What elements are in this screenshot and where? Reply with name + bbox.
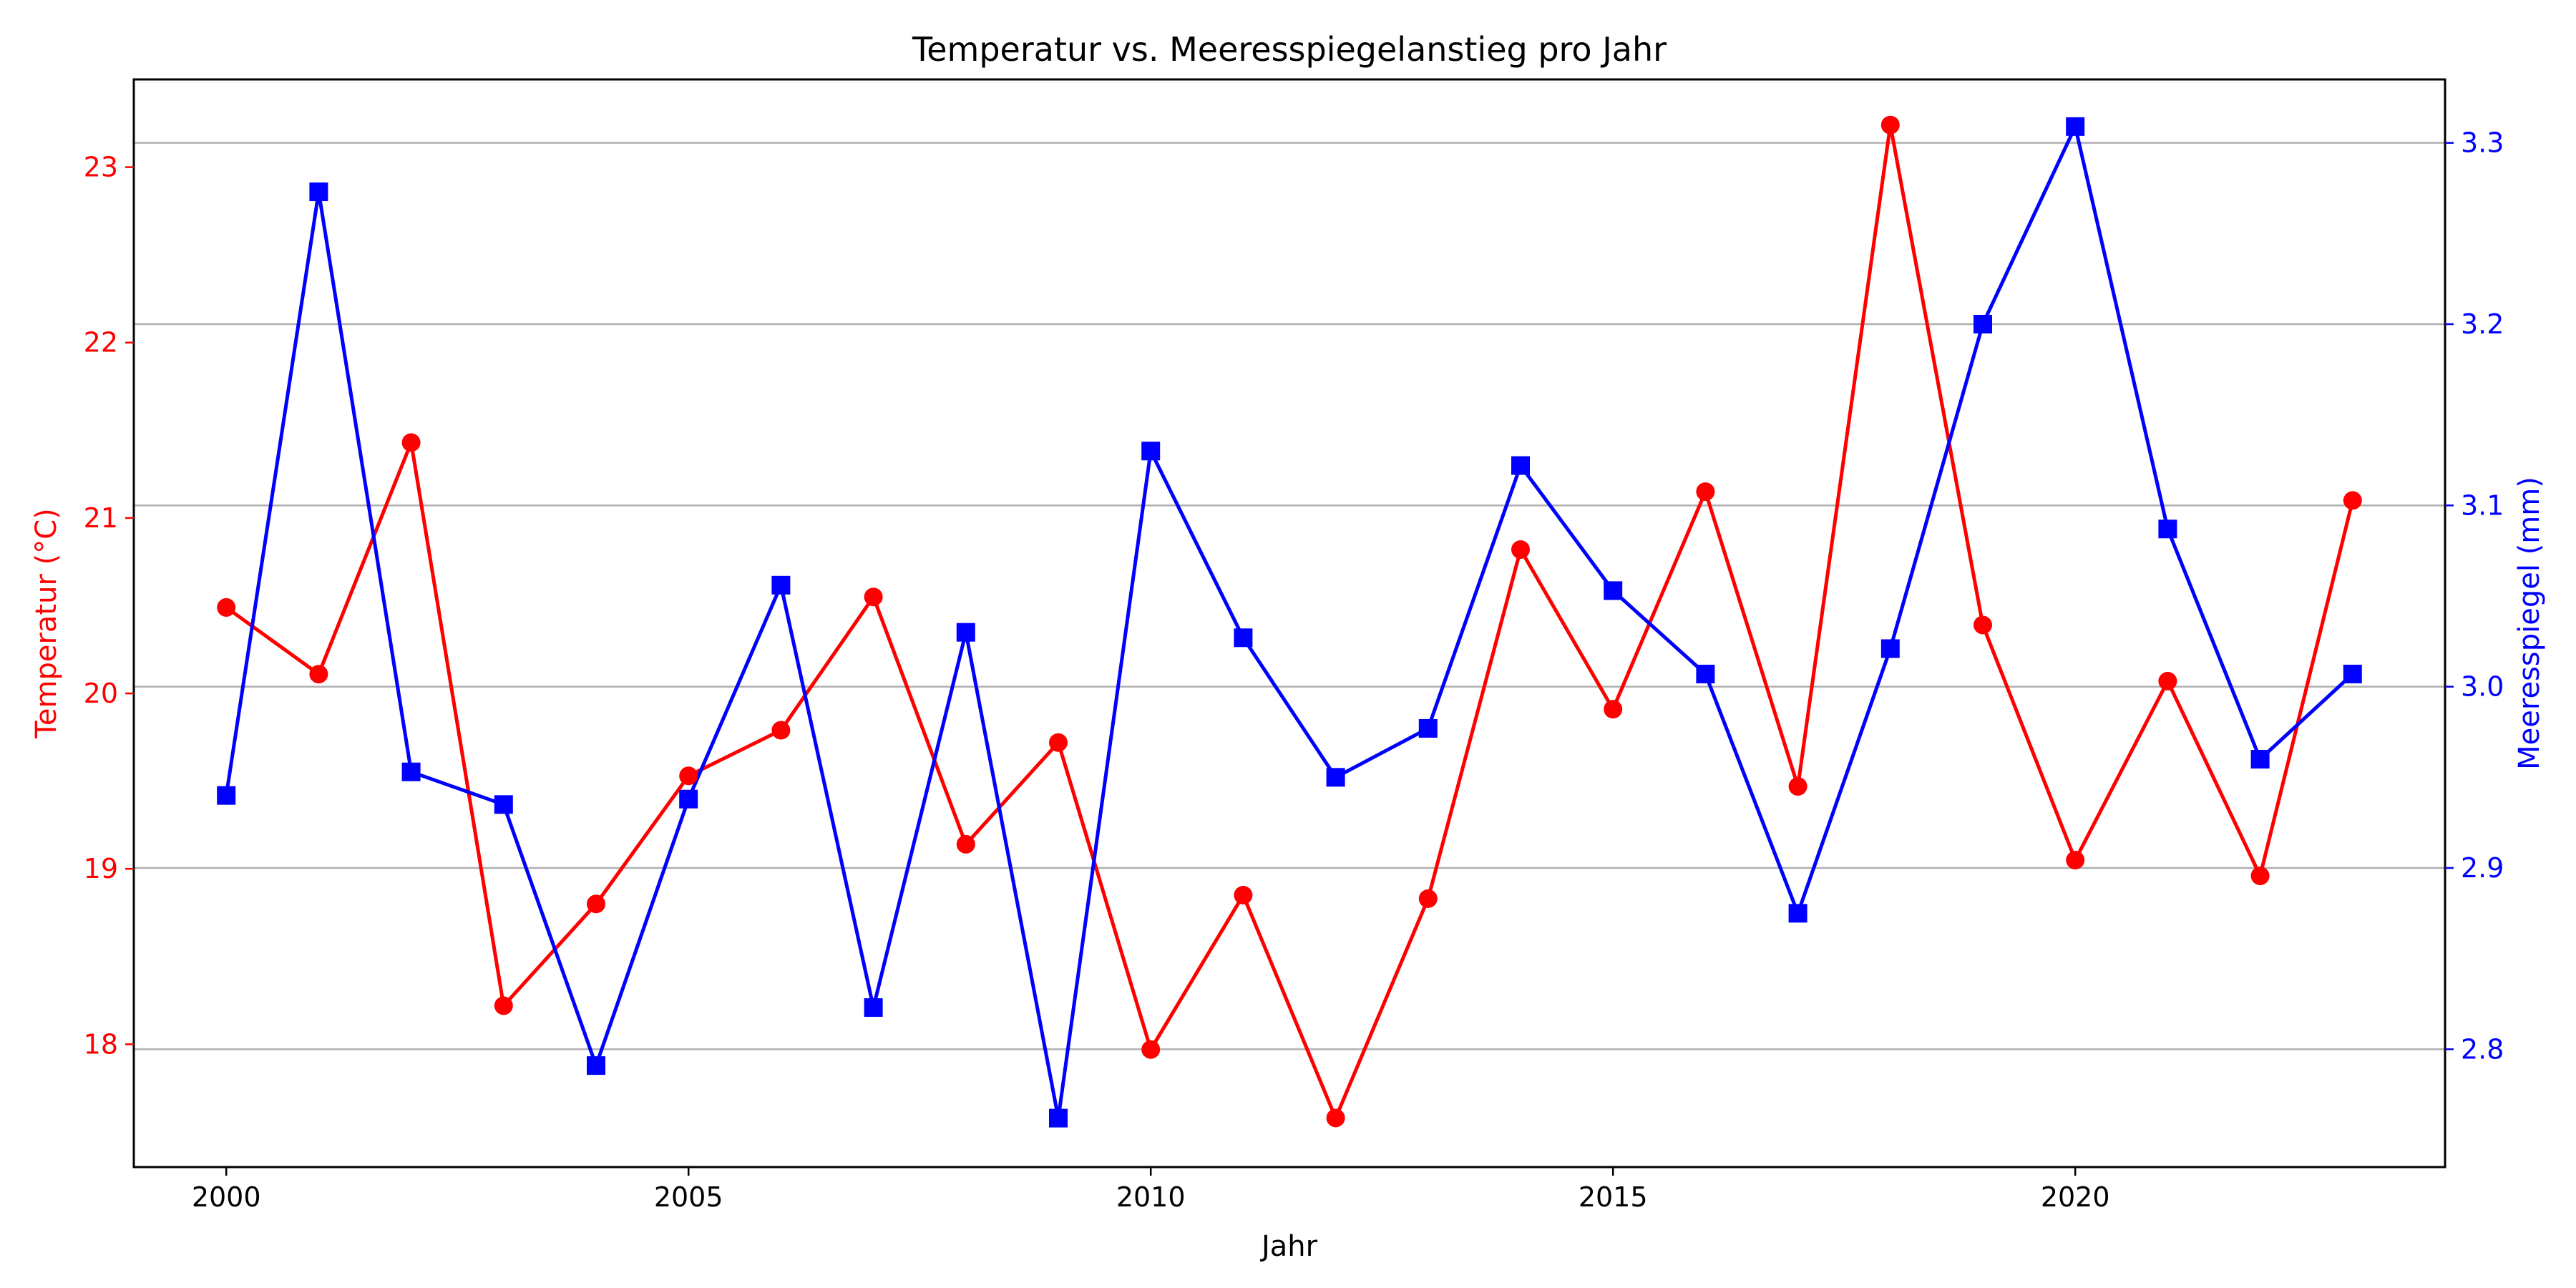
sea-level-point-2001 bbox=[309, 182, 328, 202]
y-left-tick-label-2: 20 bbox=[84, 678, 118, 709]
y-axis-label-left: Temperatur (°C) bbox=[30, 508, 63, 739]
temperature-point-2016 bbox=[1696, 482, 1715, 502]
ticks: 2000 2005 2010 2015 2020 18 19 20 21 22 23 2.8 2.9 3.… bbox=[84, 127, 2504, 1213]
sea-level-point-2011 bbox=[1234, 628, 1253, 648]
y-left-tick-label-5: 23 bbox=[84, 152, 118, 183]
y-left-tick-label-1: 19 bbox=[84, 853, 118, 884]
temperature-point-2002 bbox=[401, 433, 421, 452]
temperature-point-2018 bbox=[1880, 115, 1900, 135]
temperature-point-2010 bbox=[1141, 1040, 1161, 1059]
y-left-tick-label-3: 21 bbox=[84, 502, 118, 534]
sea-level-point-2010 bbox=[1141, 441, 1161, 461]
temperature-point-2008 bbox=[956, 834, 975, 854]
sea-level-series-line bbox=[224, 125, 2354, 1121]
series-lines bbox=[224, 123, 2355, 1121]
sea-level-point-2018 bbox=[1880, 639, 1900, 658]
y-left-tick-label-0: 18 bbox=[84, 1028, 118, 1060]
sea-level-point-2005 bbox=[679, 789, 698, 809]
chart-title: Temperatur vs. Meeresspiegelanstieg pro … bbox=[912, 30, 1667, 69]
sea-level-point-2013 bbox=[1418, 718, 1438, 738]
plot-area-frame bbox=[132, 78, 2446, 1169]
sea-level-point-2012 bbox=[1326, 768, 1345, 787]
temperature-point-2003 bbox=[494, 996, 513, 1015]
temperature-point-2020 bbox=[2066, 850, 2085, 869]
sea-level-point-2007 bbox=[864, 998, 883, 1018]
y-right-tick-label-0: 2.8 bbox=[2461, 1033, 2504, 1065]
temperature-point-2012 bbox=[1326, 1108, 1345, 1128]
temperature-point-2005 bbox=[679, 766, 698, 786]
y-right-tick-label-3: 3.1 bbox=[2461, 489, 2504, 521]
temperature-point-2013 bbox=[1418, 889, 1438, 908]
temperature-point-2021 bbox=[2158, 671, 2177, 691]
sea-level-point-2016 bbox=[1696, 664, 1715, 683]
temperature-point-2007 bbox=[864, 587, 883, 607]
sea-level-point-2002 bbox=[401, 762, 421, 781]
sea-level-point-2023 bbox=[2343, 664, 2362, 683]
y-right-tick-label-4: 3.2 bbox=[2461, 308, 2504, 340]
sea-level-point-2014 bbox=[1511, 456, 1530, 475]
x-tick-label-1: 2005 bbox=[654, 1181, 723, 1213]
temperature-point-2019 bbox=[1974, 615, 1992, 635]
temperature-point-2017 bbox=[1788, 777, 1807, 796]
sea-level-point-2000 bbox=[217, 786, 236, 805]
temperature-point-2023 bbox=[2343, 491, 2362, 510]
temperature-point-2014 bbox=[1511, 540, 1530, 560]
temperature-point-2022 bbox=[2250, 867, 2270, 886]
sea-level-point-2022 bbox=[2250, 750, 2270, 769]
y-right-tick-label-5: 3.3 bbox=[2461, 127, 2504, 159]
temperature-point-2006 bbox=[771, 721, 791, 740]
x-tick-label-3: 2015 bbox=[1579, 1181, 1648, 1213]
temperature-point-2000 bbox=[217, 597, 236, 617]
y-left-tick-label-4: 22 bbox=[84, 327, 118, 358]
x-axis-label: Jahr bbox=[1259, 1230, 1318, 1263]
sea-level-point-2009 bbox=[1049, 1108, 1068, 1128]
sea-level-point-2008 bbox=[956, 623, 975, 642]
grid-lines bbox=[134, 142, 2445, 1050]
y-right-tick-label-1: 2.9 bbox=[2461, 852, 2504, 884]
temperature-series-line bbox=[225, 123, 2355, 1120]
temperature-point-2001 bbox=[309, 665, 328, 684]
temperature-point-2004 bbox=[587, 894, 605, 914]
y-axis-label-right: Meeresspiegel (mm) bbox=[2513, 477, 2546, 770]
sea-level-point-2006 bbox=[771, 575, 791, 595]
temperature-point-2011 bbox=[1234, 886, 1253, 904]
sea-level-point-2019 bbox=[1974, 315, 1992, 333]
sea-level-point-2015 bbox=[1604, 581, 1623, 600]
temperature-point-2009 bbox=[1049, 733, 1068, 752]
x-tick-label-0: 2000 bbox=[192, 1181, 261, 1213]
x-tick-label-4: 2020 bbox=[2041, 1181, 2110, 1213]
sea-level-point-2003 bbox=[494, 795, 513, 814]
sea-level-point-2021 bbox=[2158, 519, 2177, 539]
series-markers bbox=[217, 115, 2362, 1128]
y-right-tick-label-2: 3.0 bbox=[2461, 671, 2504, 703]
temperature-point-2015 bbox=[1604, 700, 1623, 719]
x-tick-label-2: 2010 bbox=[1116, 1181, 1186, 1213]
sea-level-point-2004 bbox=[587, 1056, 605, 1075]
sea-level-point-2020 bbox=[2066, 117, 2085, 136]
sea-level-point-2017 bbox=[1788, 904, 1807, 923]
